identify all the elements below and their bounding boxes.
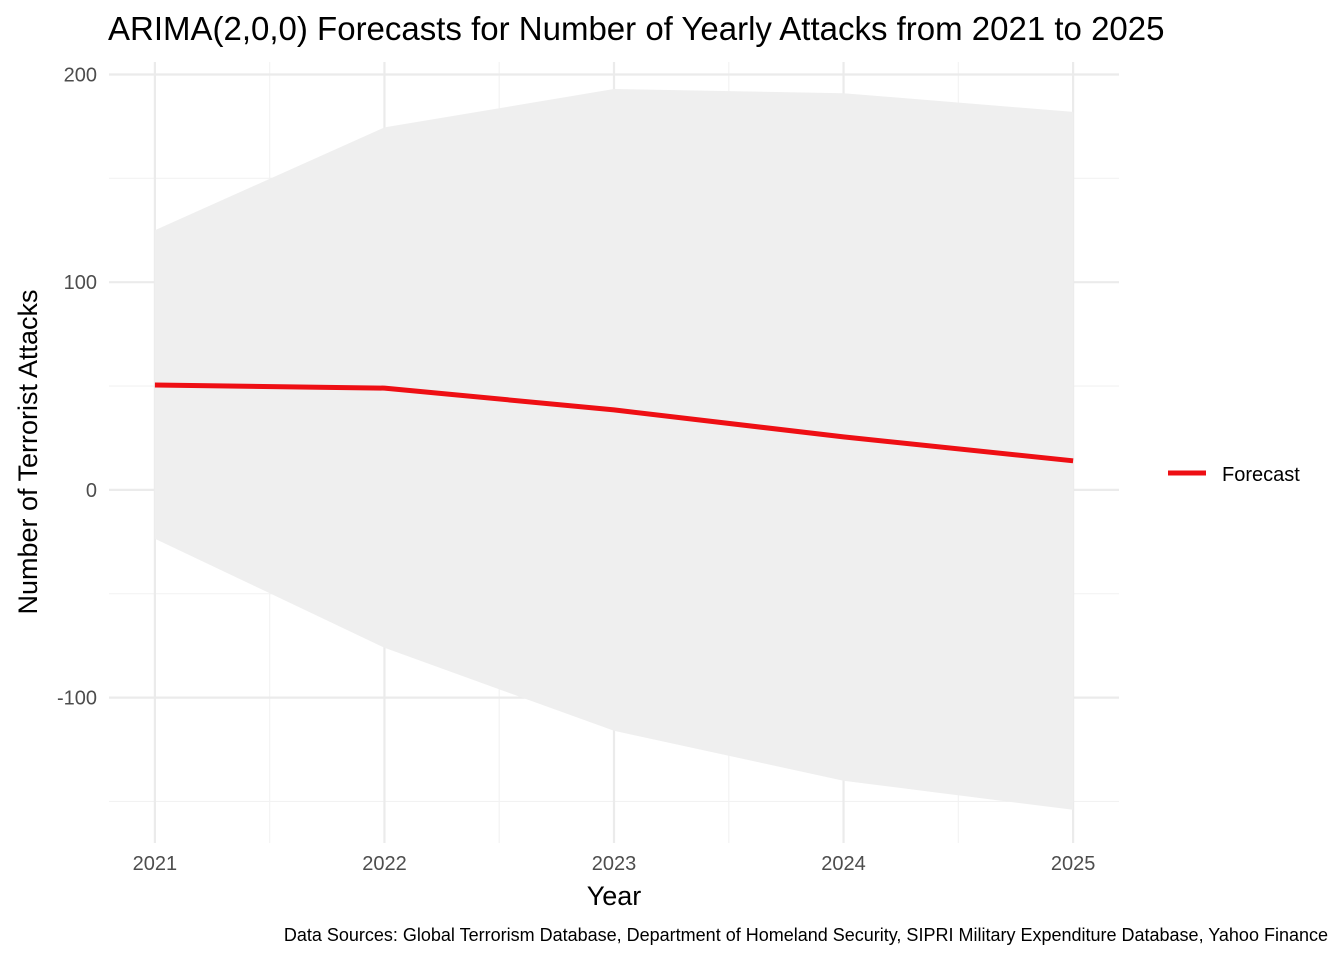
legend-label-forecast: Forecast: [1222, 464, 1300, 486]
confidence-band: [154, 89, 1074, 810]
x-axis-title: Year: [587, 881, 642, 911]
y-tick-label: 100: [64, 272, 97, 294]
chart-title: ARIMA(2,0,0) Forecasts for Number of Yea…: [108, 10, 1164, 47]
forecast-line: [154, 382, 1074, 464]
legend: Forecast: [1168, 464, 1300, 486]
y-tick-label: -100: [57, 688, 97, 710]
x-tick-label: 2025: [1051, 853, 1096, 875]
y-axis-title: Number of Terrorist Attacks: [13, 289, 43, 614]
x-tick-label: 2022: [362, 853, 407, 875]
x-tick-label: 2023: [592, 853, 637, 875]
y-tick-label: 0: [86, 480, 97, 502]
y-tick-labels: -100 0 100 200: [57, 64, 97, 709]
x-tick-label: 2024: [821, 853, 866, 875]
x-tick-label: 2021: [133, 853, 178, 875]
data-sources-caption: Data Sources: Global Terrorism Database,…: [284, 925, 1328, 945]
x-tick-labels: 2021 2022 2023 2024 2025: [133, 853, 1096, 875]
y-tick-label: 200: [64, 64, 97, 86]
